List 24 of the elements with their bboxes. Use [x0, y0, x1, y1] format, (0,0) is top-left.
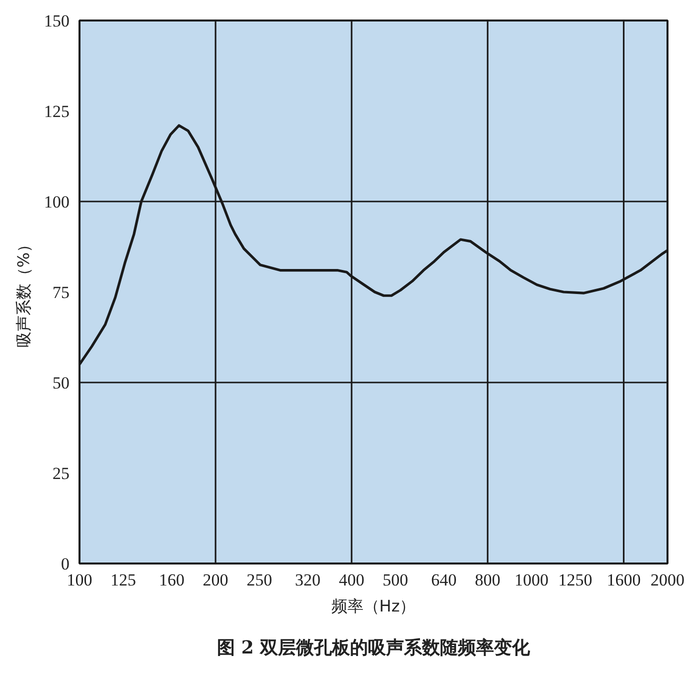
x-tick-label: 2000: [650, 570, 684, 590]
x-tick-label: 100: [66, 570, 92, 590]
x-tick-label: 500: [382, 570, 408, 590]
x-tick-label: 125: [110, 570, 136, 590]
x-tick-label: 200: [202, 570, 228, 590]
x-tick-label: 1600: [606, 570, 641, 590]
y-tick-label: 75: [52, 283, 70, 302]
y-tick-label: 0: [61, 554, 70, 574]
x-axis-title: 频率（Hz）: [331, 596, 416, 616]
text: 图 2 双层微孔板的吸声系数随频率变化: [216, 638, 532, 658]
y-tick-label: 150: [44, 12, 70, 30]
x-tick-label: 250: [246, 570, 272, 590]
x-tick-label: 800: [474, 570, 500, 590]
x-tick-label: 1000: [514, 570, 548, 590]
y-tick-label: 125: [44, 102, 70, 121]
x-tick-label: 1250: [558, 570, 592, 590]
y-tick-label: 50: [52, 374, 70, 392]
x-tick-label: 400: [338, 570, 364, 590]
y-axis-title: 吸声系数（%）: [14, 236, 33, 348]
y-tick-label: 25: [52, 464, 70, 483]
x-tick-label: 320: [295, 570, 321, 590]
x-tick-label: 160: [159, 570, 184, 590]
y-tick-label: 100: [44, 192, 70, 212]
x-tick-label: 640: [431, 570, 457, 590]
